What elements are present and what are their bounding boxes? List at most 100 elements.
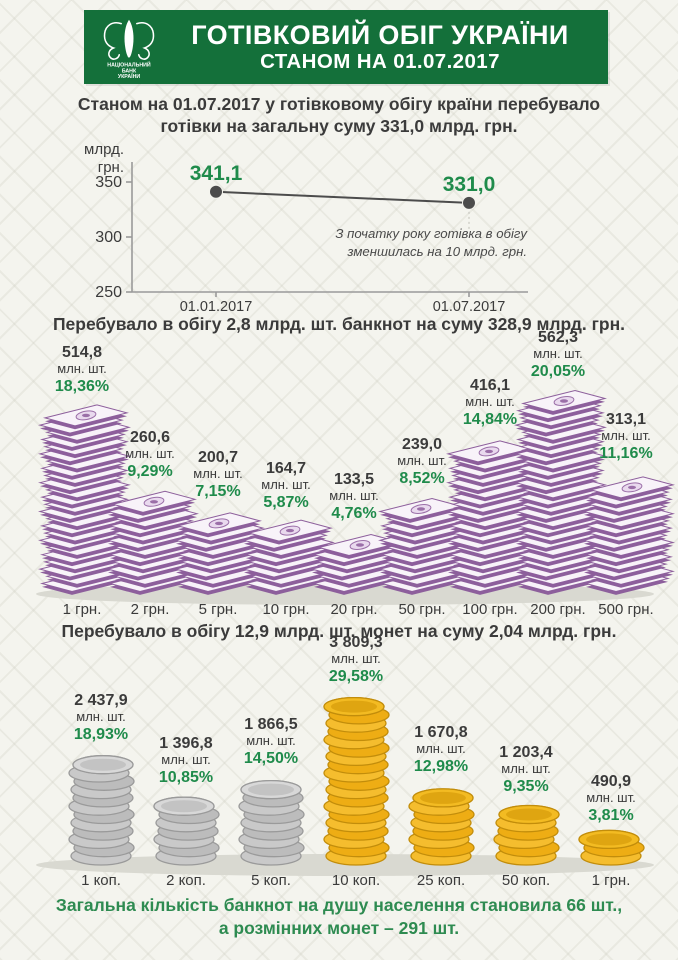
coin-column: 490,9 млн. шт. 3,81% 1 грн. <box>572 773 650 890</box>
coins-stack-chart: 2 437,9 млн. шт. 18,93% 1 коп. 1 396,8 млн. ш… <box>0 634 678 890</box>
coin-unit-label: млн. шт. <box>586 789 636 805</box>
banknote-column: 562,3 млн. шт. 20,05% 200 грн. <box>514 329 607 619</box>
footer-line2-text: а розмінних монет – <box>218 917 399 938</box>
data-point <box>462 195 476 210</box>
coin-count-label: 1 866,5 <box>244 716 298 734</box>
banknote-unit-label: млн. шт. <box>601 427 651 443</box>
coin-top-inner <box>331 700 377 713</box>
coin-top-inner <box>420 791 466 804</box>
banknote-percent-label: 7,15% <box>195 482 241 500</box>
banknote-stack <box>174 512 267 595</box>
banknote-percent-label: 20,05% <box>530 362 586 380</box>
banknote-percent-label: 4,76% <box>331 504 377 522</box>
banknote-column: 313,1 млн. шт. 11,16% 500 грн. <box>582 411 675 619</box>
banknote-denomination-label: 50 грн. <box>398 600 446 618</box>
banknote-percent-label: 9,29% <box>127 462 173 480</box>
y-axis-title: грн. <box>98 159 124 176</box>
coin-top-inner <box>586 833 632 846</box>
x-tick-label: 01.01.2017 <box>180 299 253 312</box>
coin-count-label: 1 670,8 <box>414 724 468 742</box>
cash-circulation-line-chart: млрд.грн.350 300 250 01.01.2017 01.07.2017 34… <box>84 141 528 312</box>
logo-right-griffin <box>136 22 155 60</box>
banknote-unit-label: млн. шт. <box>125 445 175 461</box>
coin-count-label: 490,9 <box>590 773 632 791</box>
banknote-stack <box>106 490 199 595</box>
coin-unit-label: млн. шт. <box>416 740 466 756</box>
banknote-unit-label: млн. шт. <box>397 452 447 468</box>
coin-denomination-label: 1 коп. <box>81 871 121 889</box>
intro-line2: готівки на загальну суму 331,0 млрд. грн… <box>160 116 518 137</box>
banknote-denomination-label: 20 грн. <box>330 600 378 618</box>
coin-column: 1 670,8 млн. шт. 12,98% 25 коп. <box>402 724 480 890</box>
coin-unit-label: млн. шт. <box>331 650 381 666</box>
y-tick-label: 300 <box>95 229 122 246</box>
banknote-percent-label: 18,36% <box>54 377 110 395</box>
coin-percent-label: 10,85% <box>158 768 214 786</box>
banknote-unit-label: млн. шт. <box>329 487 379 503</box>
banknote-unit-label: млн. шт. <box>193 465 243 481</box>
coin-percent-label: 29,58% <box>328 667 384 685</box>
data-point-value-label: 331,0 <box>443 173 496 196</box>
banknote-denomination-label: 1 грн. <box>62 600 102 618</box>
coin-denomination-label: 25 коп. <box>416 871 466 889</box>
logo-center-emblem <box>124 19 134 58</box>
banknote-denomination-label: 500 грн. <box>598 600 654 618</box>
coin-column: 1 866,5 млн. шт. 14,50% 5 коп. <box>232 716 310 890</box>
y-tick-label: 350 <box>95 174 122 191</box>
data-point <box>209 184 223 199</box>
banknote-count-label: 200,7 <box>197 449 239 467</box>
banknote-count-label: 416,1 <box>469 377 511 395</box>
banknote-ornament-center <box>628 485 636 489</box>
coin-percent-label: 12,98% <box>413 757 469 775</box>
banknote-count-label: 164,7 <box>265 460 307 478</box>
banknote-unit-label: млн. шт. <box>465 393 515 409</box>
banknote-ornament-center <box>286 528 294 533</box>
footer-banknotes-per-capita: 66 шт. <box>566 894 618 915</box>
intro-line1: Станом на 01.07.2017 у готівковому обігу… <box>77 94 601 114</box>
chart-annotation: З початку року готівка в обігу <box>335 226 528 241</box>
coin-denomination-label: 1 грн. <box>591 871 631 889</box>
banknote-stack <box>582 476 675 595</box>
banknote-denomination-label: 10 грн. <box>262 600 310 618</box>
coin-column: 1 203,4 млн. шт. 9,35% 50 коп. <box>487 744 565 890</box>
coin-unit-label: млн. шт. <box>161 751 211 767</box>
footer-coins-per-capita: 291 шт. <box>398 917 460 938</box>
coin-denomination-label: 2 коп. <box>166 871 206 889</box>
banknote-ornament-center <box>150 499 158 504</box>
coin-percent-label: 9,35% <box>503 777 549 795</box>
banknote-count-label: 260,6 <box>129 429 171 447</box>
header-titles: ГОТІВКОВИЙ ОБІГ УКРАЇНИ СТАНОМ НА 01.07.… <box>166 20 608 73</box>
banknote-ornament-center <box>215 521 223 525</box>
logo-text-line3: УКРАЇНИ <box>118 73 141 80</box>
banknote-ornament-center <box>560 399 568 403</box>
coin-percent-label: 3,81% <box>588 806 634 824</box>
banknote-percent-label: 11,16% <box>599 444 653 462</box>
banknote-denomination-label: 100 грн. <box>462 600 518 618</box>
coin-stack <box>153 796 220 866</box>
coin-column: 3 809,3 млн. шт. 29,58% 10 коп. <box>317 634 395 890</box>
y-axis-title: млрд. <box>84 141 124 158</box>
banknote-ornament-center <box>417 507 425 511</box>
banknote-column: 260,6 млн. шт. 9,29% 2 грн. <box>106 429 199 619</box>
coin-percent-label: 18,93% <box>73 725 129 743</box>
coin-top-inner <box>506 808 552 821</box>
banknote-column: 164,7 млн. шт. 5,87% 10 грн. <box>242 460 335 619</box>
y-tick-label: 250 <box>95 284 122 301</box>
footer-line1-text: Загальна кількість банкнот на душу насел… <box>55 894 567 915</box>
footer-line1-tail: , <box>617 894 623 915</box>
banknote-denomination-label: 5 грн. <box>198 600 238 618</box>
coin-count-label: 3 809,3 <box>329 634 383 652</box>
coin-stack <box>578 829 645 866</box>
banknote-count-label: 562,3 <box>537 329 579 347</box>
banknote-ornament-center <box>356 543 364 547</box>
banknote-stack <box>514 389 607 595</box>
data-line <box>215 190 470 204</box>
banknote-denomination-label: 2 грн. <box>130 600 170 618</box>
coin-stack <box>238 779 305 866</box>
banknote-unit-label: млн. шт. <box>533 345 583 361</box>
banknotes-stack-chart: 514,8 млн. шт. 18,36% 1 грн. 260,6 млн. шт. 9,… <box>0 329 678 619</box>
coin-unit-label: млн. шт. <box>501 760 551 776</box>
data-point-value-label: 341,1 <box>190 162 243 185</box>
coin-stack <box>68 754 135 866</box>
banknote-count-label: 239,0 <box>401 436 443 454</box>
